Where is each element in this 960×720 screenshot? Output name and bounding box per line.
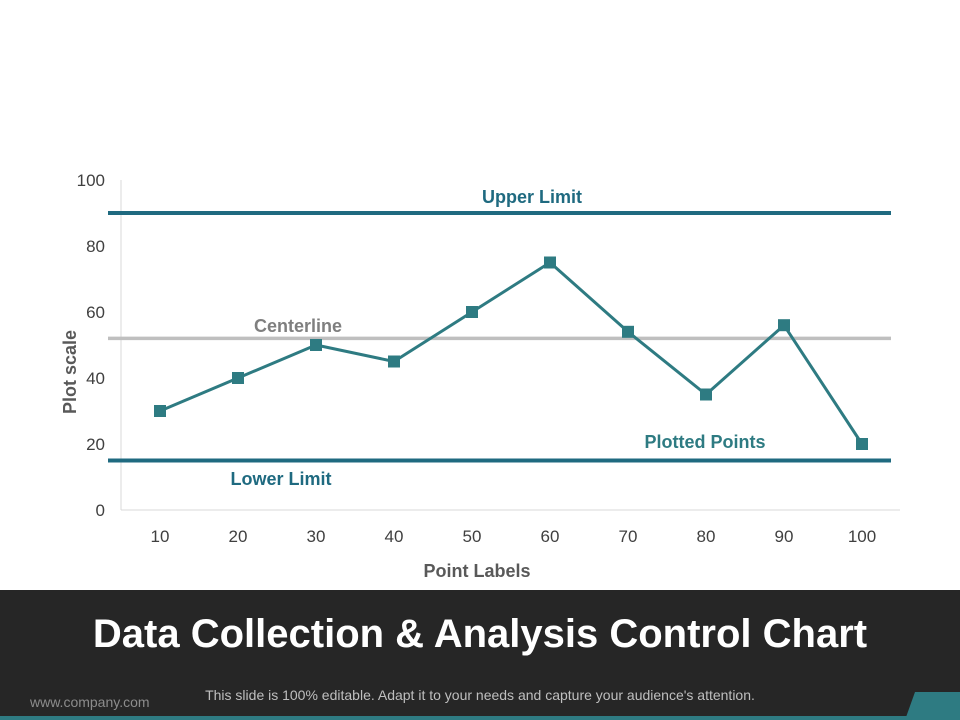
chart-svg: 0 20 40 60 80 100 10 20 30 40 50 60 70 80 90 100 Upper… [60,171,900,581]
data-point-marker [856,438,868,450]
y-axis-title: Plot scale [60,330,80,414]
y-tick-label: 20 [86,435,105,454]
series-layer [154,256,868,450]
lower-limit-label: Lower Limit [230,469,331,489]
footer: Data Collection & Analysis Control Chart… [0,590,960,720]
y-tick-label: 0 [96,501,105,520]
reference-lines [108,211,891,463]
x-tick-label: 70 [619,527,638,546]
x-tick-label: 100 [848,527,876,546]
series-line [159,261,864,445]
y-tick-label: 40 [86,369,105,388]
data-point-marker [544,256,556,269]
x-tick-label: 10 [151,527,170,546]
y-tick-labels: 0 20 40 60 80 100 [77,171,105,520]
x-tick-label: 40 [385,527,404,546]
x-tick-label: 50 [463,527,482,546]
x-tick-label: 20 [229,527,248,546]
x-tick-label: 80 [697,527,716,546]
data-point-marker [622,325,634,338]
website-text: www.company.com [30,694,150,710]
x-tick-label: 30 [307,527,326,546]
x-tick-labels: 10 20 30 40 50 60 70 80 90 100 [151,527,877,546]
control-chart: 0 20 40 60 80 100 10 20 30 40 50 60 70 80 90 100 Upper… [60,171,900,581]
data-point-marker [388,355,400,368]
data-point-marker [700,388,712,401]
footer-accent-bar [0,716,960,720]
slide-title: Data Collection & Analysis Control Chart [92,612,868,656]
y-tick-label: 100 [77,171,105,190]
tagline-text: This slide is 100% editable. Adapt it to… [205,687,755,703]
x-tick-label: 90 [775,527,794,546]
data-point-marker [310,339,322,351]
x-axis-title: Point Labels [423,561,530,581]
data-point-marker [232,372,244,384]
upper-limit-label: Upper Limit [482,187,582,207]
footer-accent-tab [905,692,960,720]
data-point-marker [466,306,478,318]
data-point-marker [778,319,790,332]
centerline-label: Centerline [254,316,342,336]
y-tick-label: 80 [86,237,105,256]
x-tick-label: 60 [541,527,560,546]
y-tick-label: 60 [86,303,105,322]
data-point-marker [154,405,166,417]
plotted-points-label: Plotted Points [645,432,766,452]
